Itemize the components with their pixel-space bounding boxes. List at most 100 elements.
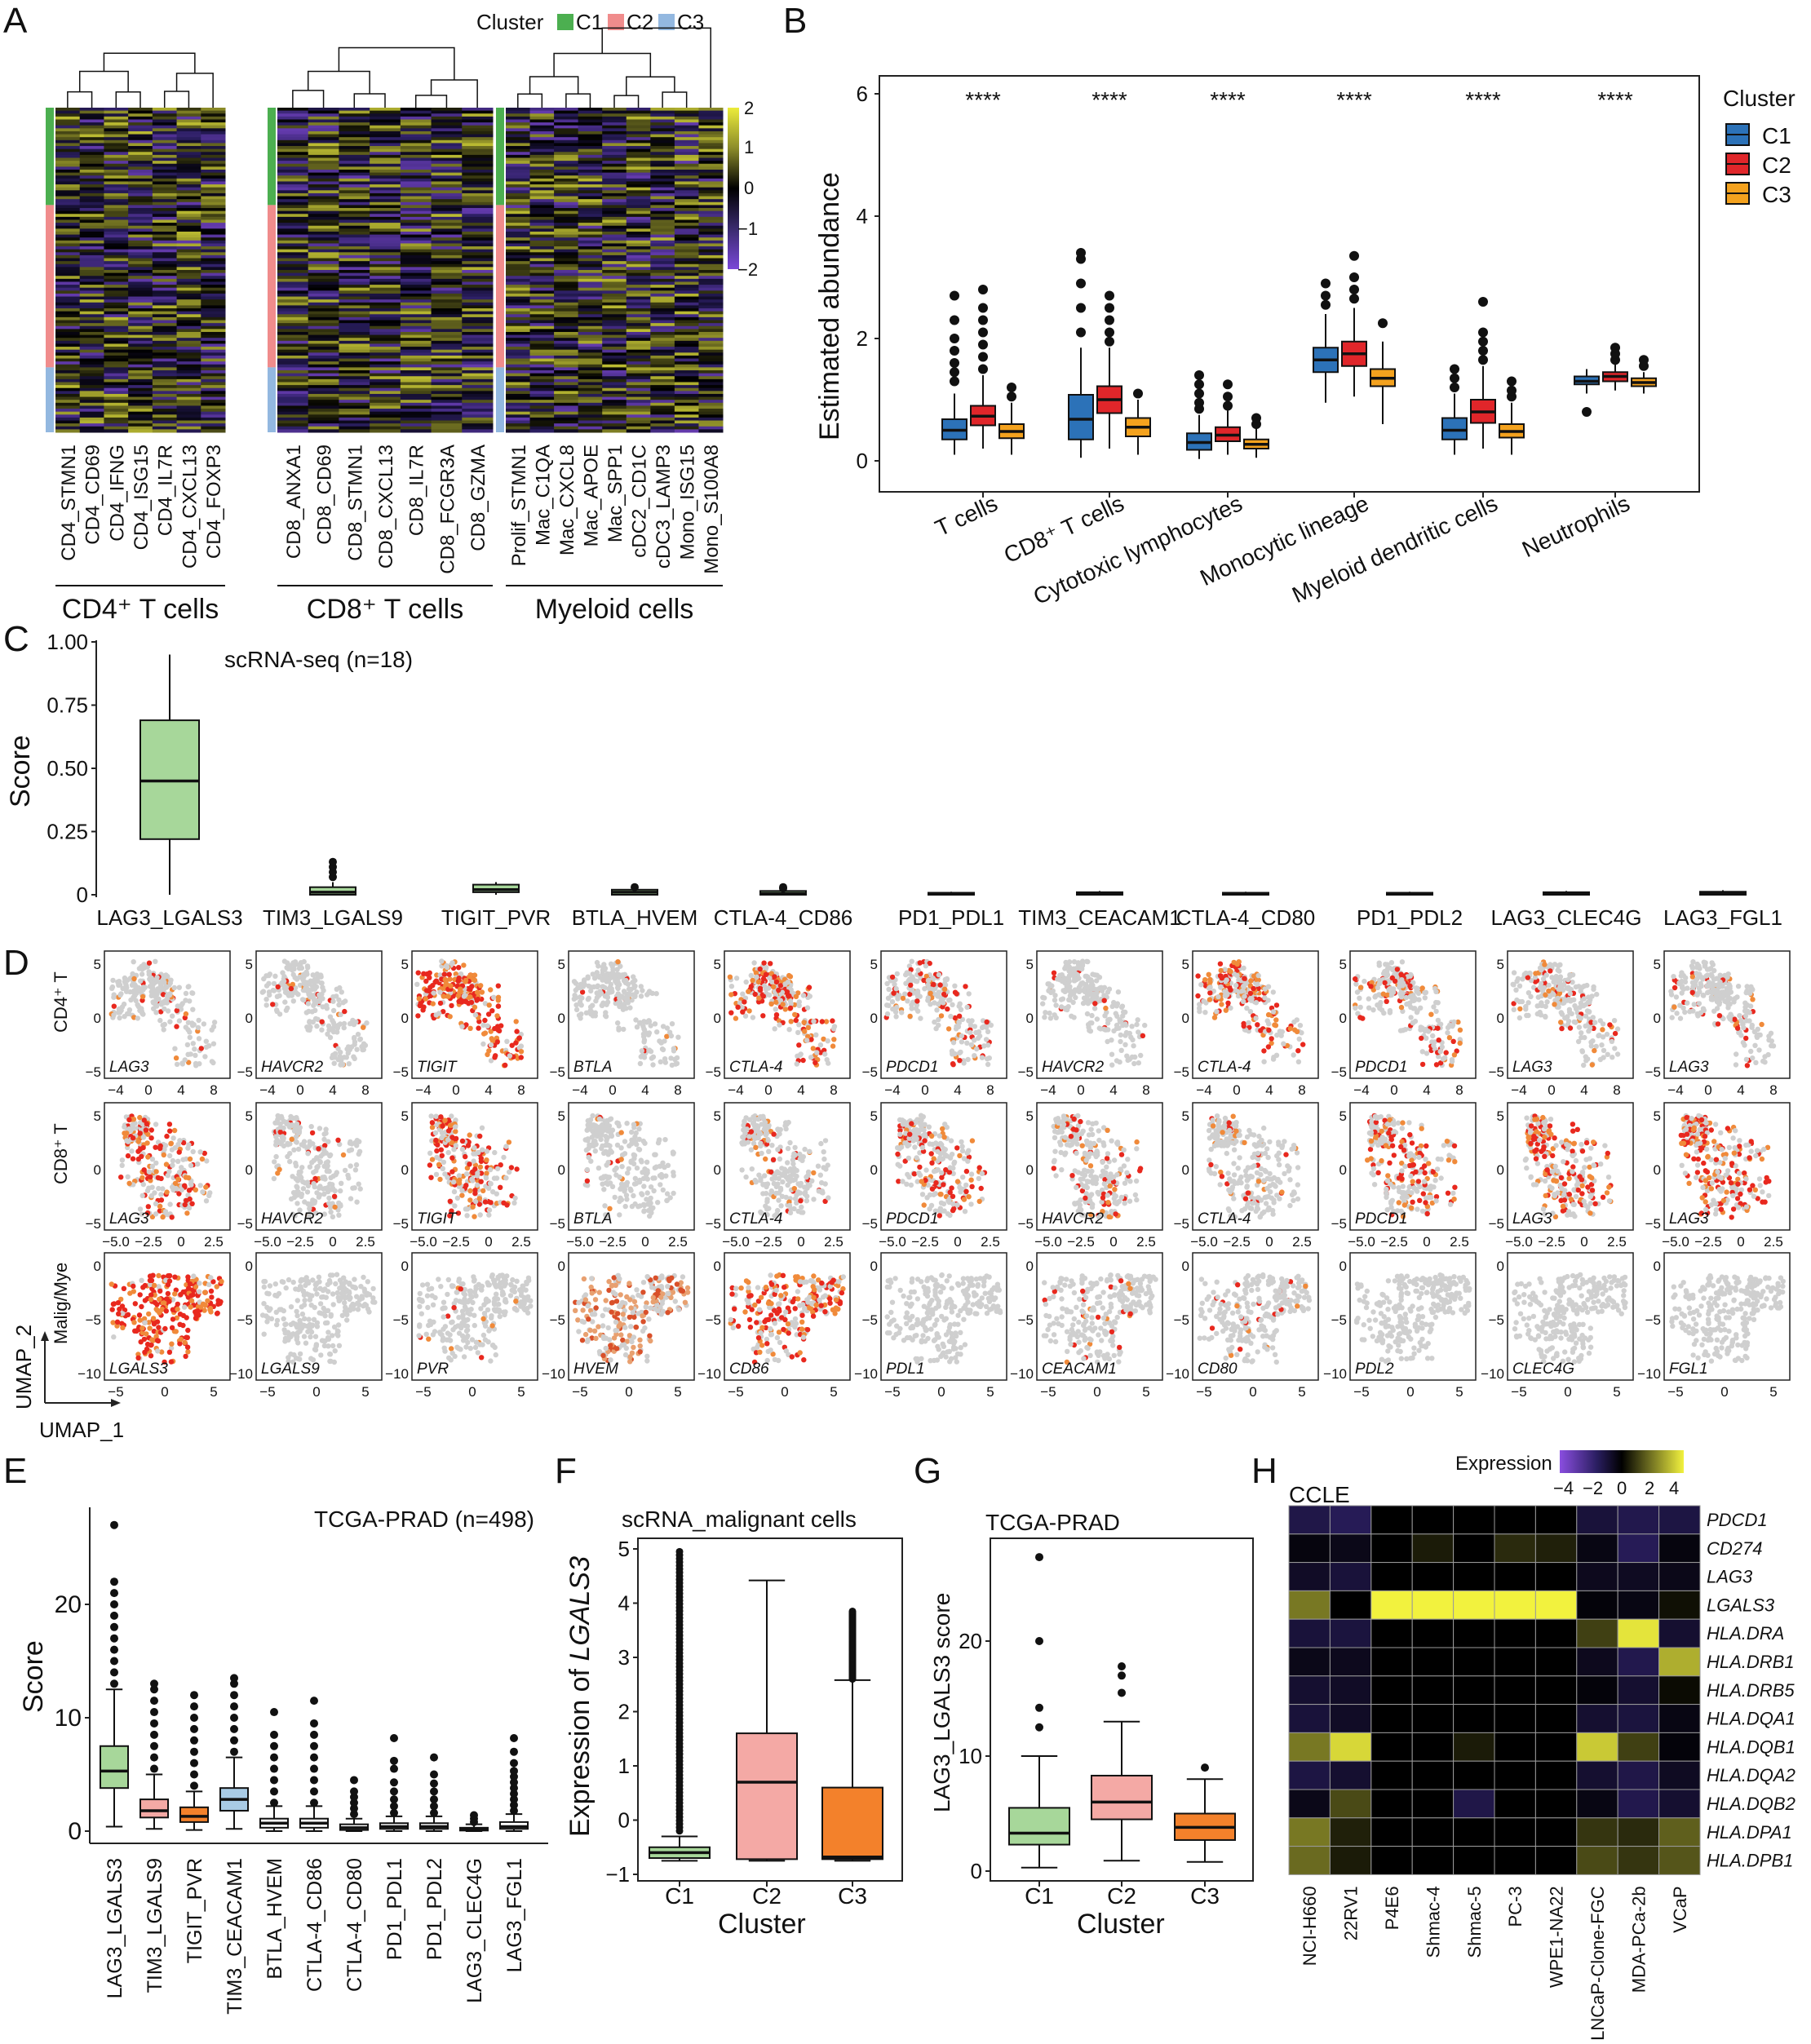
outlier-point [1105, 303, 1114, 313]
heatmap-cell [462, 172, 494, 176]
heatmap-cell [529, 137, 555, 141]
heatmap-cell [339, 276, 370, 280]
heatmap-cell [431, 187, 463, 191]
panel-label-d: D [3, 943, 29, 983]
heatmap-cell [400, 320, 432, 324]
heatmap-cell [339, 270, 370, 274]
heatmap-cell [626, 172, 651, 176]
umap-point [780, 1002, 786, 1007]
heatmap-cell [339, 228, 370, 232]
heatmap-cell [339, 187, 370, 191]
heatmap-cell [626, 219, 651, 223]
heatmap-cell [431, 205, 463, 209]
umap-point [448, 983, 454, 989]
heatmap-cell [626, 263, 651, 268]
heatmap-cell [554, 137, 579, 141]
heatmap-cell [128, 243, 153, 247]
heatmap-cell [674, 166, 699, 170]
heatmap-cell [55, 234, 81, 238]
heatmap-cell [698, 358, 724, 362]
heatmap-cell [602, 402, 627, 406]
heatmap-cell [176, 299, 201, 303]
umap-point [604, 993, 610, 999]
heatmap-cell [370, 261, 401, 265]
heatmap-cell [506, 378, 531, 383]
heatmap-cell [462, 305, 494, 309]
heatmap-cell [602, 338, 627, 342]
heatmap-cell [152, 254, 178, 259]
umap-point [627, 1005, 633, 1011]
heatmap-cell [370, 122, 401, 126]
heatmap-cell [176, 352, 201, 356]
heatmap-cell [176, 172, 201, 176]
heatmap-cell [650, 152, 675, 156]
heatmap-cell [431, 272, 463, 277]
heatmap-cell [308, 169, 339, 174]
heatmap-cell [370, 287, 401, 291]
umap-point [303, 983, 309, 989]
umap-point [1105, 1017, 1111, 1023]
y-tick-label: 2 [857, 326, 868, 351]
heatmap-cell [400, 382, 432, 386]
umap-point [757, 966, 763, 972]
heatmap-cell [277, 308, 309, 312]
heatmap-cell [578, 329, 603, 333]
heatmap-cell [650, 134, 675, 138]
heatmap-cell [529, 234, 555, 238]
heatmap-cell [554, 426, 579, 430]
outlier-point [1223, 379, 1233, 390]
heatmap-cell [650, 113, 675, 117]
umap-point [1092, 1001, 1098, 1007]
heatmap-cell [128, 373, 153, 377]
umap-point [468, 999, 475, 1006]
heatmap-cell [104, 314, 129, 318]
heatmap-cell [462, 181, 494, 185]
umap-point [480, 1041, 486, 1047]
heatmap-cell [104, 154, 129, 159]
heatmap-cell [698, 119, 724, 123]
heatmap-cell [339, 320, 370, 324]
umap-point [1118, 1038, 1123, 1045]
umap-point [1117, 1017, 1122, 1023]
heatmap-cell [650, 157, 675, 161]
heatmap-cell [104, 228, 129, 232]
heatmap-cell [554, 178, 579, 182]
heatmap-cell [400, 352, 432, 356]
heatmap-cell [431, 249, 463, 253]
heatmap-cell [650, 347, 675, 351]
heatmap-cell [79, 210, 104, 215]
umap-point [1066, 997, 1072, 1003]
heatmap-cell [128, 409, 153, 413]
heatmap-cell [698, 382, 724, 386]
umap-point [482, 1030, 489, 1036]
heatmap-cell [529, 367, 555, 371]
heatmap-cell [370, 420, 401, 424]
heatmap-cell [578, 190, 603, 194]
heatmap-cell [339, 169, 370, 174]
umap-point [282, 999, 288, 1005]
heatmap-cell [626, 113, 651, 117]
heatmap-cell [626, 370, 651, 374]
heatmap-cell [201, 148, 226, 153]
umap-point [1087, 1020, 1093, 1026]
heatmap-cell [370, 184, 401, 188]
heatmap-cell [431, 231, 463, 236]
heatmap-cell [602, 263, 627, 268]
heatmap-cell [201, 196, 226, 200]
heatmap-cell [554, 393, 579, 398]
heatmap-cell [602, 210, 627, 215]
umap-point [1120, 1022, 1126, 1029]
heatmap-cell [431, 175, 463, 179]
heatmap-cell [176, 113, 201, 117]
heatmap-cell [462, 246, 494, 250]
umap-point [956, 1013, 963, 1020]
heatmap-cell [400, 414, 432, 418]
heatmap-cell [529, 329, 555, 333]
heatmap-cell [602, 382, 627, 386]
heatmap-cell [152, 343, 178, 347]
heatmap-cell [674, 208, 699, 212]
outlier-point [1076, 248, 1086, 258]
umap-point [639, 1048, 644, 1054]
umap-point [263, 1002, 269, 1008]
heatmap-cell [626, 122, 651, 126]
